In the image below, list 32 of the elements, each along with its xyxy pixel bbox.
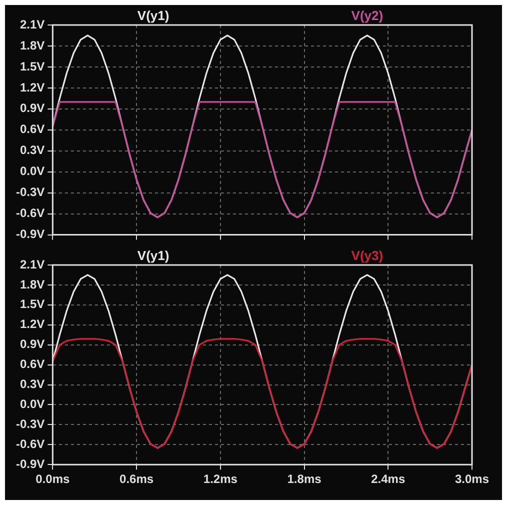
y-tick-label: 1.8V bbox=[20, 38, 45, 52]
y-tick-label: -0.6V bbox=[16, 436, 45, 451]
y-tick-label: 0.3V bbox=[20, 143, 45, 158]
y-tick-label: 2.1V bbox=[20, 17, 45, 32]
y-tick-label: -0.6V bbox=[16, 206, 45, 220]
y-tick-label: 1.5V bbox=[20, 297, 45, 312]
y-tick-label: 0.9V bbox=[20, 101, 45, 116]
y-tick-label: 1.5V bbox=[20, 59, 45, 74]
y-tick-label: 0.9V bbox=[20, 337, 45, 352]
y-tick-label: 0.0V bbox=[20, 397, 45, 412]
y-tick-label: 0.0V bbox=[20, 164, 45, 178]
y-tick-label: 1.2V bbox=[20, 317, 45, 332]
x-tick-label: 3.0ms bbox=[454, 472, 490, 486]
y-tick-label: 1.2V bbox=[20, 80, 45, 94]
x-tick-label: 0.6ms bbox=[120, 472, 154, 486]
text: V(y3) bbox=[351, 248, 384, 264]
y-tick-label: 0.6V bbox=[20, 122, 45, 136]
text: V(y1) bbox=[137, 8, 170, 24]
x-tick-label: 0.0ms bbox=[36, 472, 70, 486]
y-tick-label: 1.8V bbox=[20, 277, 45, 292]
x-tick-label: 2.4ms bbox=[371, 472, 406, 486]
y-tick-label: 2.1V bbox=[20, 257, 45, 272]
y-tick-label: -0.9V bbox=[16, 227, 45, 242]
y-tick-label: -0.3V bbox=[16, 416, 45, 431]
y-tick-label: 0.6V bbox=[20, 357, 45, 372]
x-tick-label: 1.8ms bbox=[287, 472, 322, 486]
text: V(y2) bbox=[351, 8, 384, 24]
y-tick-label: -0.3V bbox=[16, 185, 45, 200]
y-tick-label: -0.9V bbox=[16, 456, 45, 471]
x-tick-label: 1.2ms bbox=[203, 472, 238, 486]
text: V(y1) bbox=[137, 248, 170, 264]
y-tick-label: 0.3V bbox=[20, 377, 45, 392]
